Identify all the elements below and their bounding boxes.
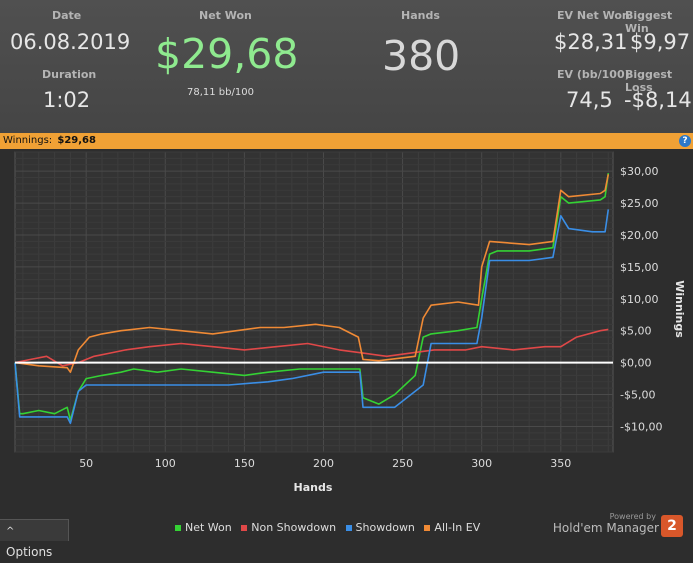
net-won-value: $29,68 bbox=[155, 30, 299, 78]
ev-net-won-value: $28,31 bbox=[554, 30, 628, 54]
legend-label: Net Won bbox=[185, 521, 232, 534]
y-tick-label: -$5,00 bbox=[620, 389, 655, 402]
series-line-all-in-ev bbox=[14, 174, 610, 373]
duration-label: Duration bbox=[42, 68, 97, 81]
options-label: Options bbox=[6, 545, 53, 559]
legend-item-showdown[interactable]: Showdown bbox=[345, 521, 415, 534]
y-tick-label: $30,00 bbox=[620, 165, 659, 178]
winnings-banner: Winnings: $29,68 ? bbox=[0, 133, 693, 149]
help-icon[interactable]: ? bbox=[679, 135, 691, 147]
y-axis-label: Winnings bbox=[673, 280, 686, 338]
y-tick-label: $15,00 bbox=[620, 261, 659, 274]
x-tick-label: 300 bbox=[471, 457, 492, 470]
brand-name: Hold'em Manager bbox=[552, 521, 659, 535]
legend-item-all-in-ev[interactable]: All-In EV bbox=[424, 521, 480, 534]
legend-item-non-showdown[interactable]: Non Showdown bbox=[241, 521, 336, 534]
ev-bb-label: EV (bb/100) bbox=[557, 68, 630, 81]
date-label: Date bbox=[52, 9, 82, 22]
legend-swatch bbox=[241, 525, 248, 531]
series-line-non-showdown bbox=[14, 328, 609, 367]
chart-panel: 50 100 150 200 250 300 350 $30,00 $25,00 $20,00 $… bbox=[0, 149, 693, 540]
series-line-showdown bbox=[14, 209, 610, 425]
x-axis-label: Hands bbox=[294, 481, 333, 494]
biggest-win-value: $9,97 bbox=[630, 30, 691, 54]
y-tick-label: $25,00 bbox=[620, 197, 659, 210]
chart-legend: Net Won Non Showdown Showdown All-In EV bbox=[175, 521, 486, 537]
winnings-chart: 50 100 150 200 250 300 350 $30,00 $25,00 $20,00 $… bbox=[14, 151, 686, 494]
bb-per-100: 78,11 bb/100 bbox=[187, 87, 254, 98]
duration-value: 1:02 bbox=[43, 88, 91, 112]
options-button[interactable]: ^ Options bbox=[0, 519, 69, 559]
legend-swatch bbox=[175, 525, 181, 531]
y-tick-label: $5,00 bbox=[620, 325, 652, 338]
legend-item-net-won[interactable]: Net Won bbox=[175, 521, 232, 534]
y-tick-label: -$10,00 bbox=[620, 420, 662, 433]
net-won-label: Net Won bbox=[199, 9, 252, 22]
stats-header: Date 06.08.2019 Duration 1:02 Net Won $2… bbox=[0, 0, 693, 133]
biggest-loss-label: Biggest Loss bbox=[625, 68, 673, 94]
powered-by-text: Powered by bbox=[609, 512, 656, 521]
x-tick-label: 50 bbox=[79, 457, 93, 470]
date-value: 06.08.2019 bbox=[10, 30, 131, 54]
brand-logo: 2 bbox=[661, 515, 683, 537]
legend-swatch bbox=[424, 525, 431, 531]
y-tick-label: $10,00 bbox=[620, 293, 659, 306]
x-tick-label: 150 bbox=[234, 457, 255, 470]
winnings-value: $29,68 bbox=[57, 135, 96, 146]
x-tick-label: 200 bbox=[313, 457, 334, 470]
hands-label: Hands bbox=[401, 9, 440, 22]
legend-label: All-In EV bbox=[434, 521, 481, 534]
legend-label: Non Showdown bbox=[251, 521, 337, 534]
x-tick-label: 100 bbox=[155, 457, 176, 470]
y-tick-label: $0,00 bbox=[620, 357, 652, 370]
ev-net-won-label: EV Net Won bbox=[557, 9, 630, 22]
biggest-win-label: Biggest Win bbox=[625, 9, 673, 35]
biggest-loss-value: -$8,14 bbox=[624, 88, 692, 112]
winnings-label: Winnings: bbox=[3, 135, 53, 146]
legend-label: Showdown bbox=[355, 521, 415, 534]
legend-swatch bbox=[345, 525, 352, 531]
ev-bb-value: 74,5 bbox=[566, 88, 613, 112]
x-tick-label: 350 bbox=[550, 457, 571, 470]
x-tick-label: 250 bbox=[392, 457, 413, 470]
hands-value: 380 bbox=[382, 32, 461, 80]
y-tick-label: $20,00 bbox=[620, 229, 659, 242]
chevron-up-icon: ^ bbox=[6, 526, 15, 537]
